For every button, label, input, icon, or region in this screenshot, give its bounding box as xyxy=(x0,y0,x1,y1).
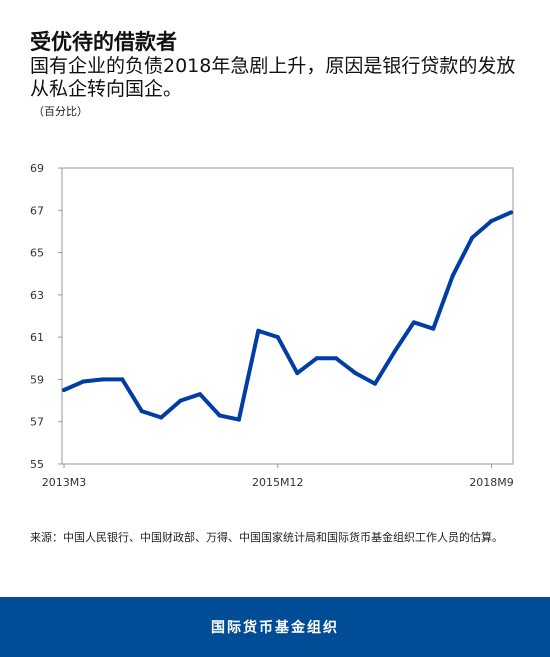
data-point xyxy=(139,409,144,414)
y-tick-label: 69 xyxy=(30,162,44,175)
y-tick-label: 63 xyxy=(30,289,44,302)
data-point xyxy=(411,320,416,325)
y-tick-label: 57 xyxy=(30,416,44,429)
source-note: 来源：中国人民银行、中国财政部、万得、中国国家统计局和国际货币基金组织工作人员的… xyxy=(30,531,503,544)
y-tick-label: 61 xyxy=(30,331,44,344)
data-point xyxy=(509,210,513,215)
data-point xyxy=(198,392,203,397)
y-tick-label: 65 xyxy=(30,247,44,260)
data-point xyxy=(275,335,280,340)
x-tick-label: 2018M9 xyxy=(469,476,513,489)
chart-subtitle: 国有企业的负债2018年急剧上升，原因是银行贷款的发放从私企转向国企。 xyxy=(30,55,516,100)
data-point xyxy=(81,379,86,384)
data-point xyxy=(100,377,105,382)
data-point xyxy=(217,413,222,418)
y-axis-unit-label: （百分比） xyxy=(33,105,88,118)
data-point xyxy=(431,326,436,331)
data-point xyxy=(236,417,241,422)
plot-frame xyxy=(61,167,514,465)
data-point xyxy=(295,371,300,376)
data-point xyxy=(334,356,339,361)
data-point xyxy=(489,218,494,223)
x-tick-label: 2013M3 xyxy=(42,476,86,489)
data-point xyxy=(372,381,377,386)
data-point xyxy=(470,235,475,240)
line-chart: 55 57 59 61 63 65 67 69 2013M3 2015M12 2018M9 xyxy=(30,162,514,489)
data-point xyxy=(178,398,183,403)
y-axis: 55 57 59 61 63 65 67 69 xyxy=(30,162,62,471)
data-point xyxy=(314,356,319,361)
data-point xyxy=(62,388,66,392)
y-tick-label: 55 xyxy=(30,458,44,471)
data-point xyxy=(353,371,358,376)
data-point xyxy=(450,273,455,278)
data-point xyxy=(120,377,125,382)
footer-label: 国际货币基金组织 xyxy=(211,620,339,636)
series-points xyxy=(62,210,513,422)
chart-title: 受优待的借款者 xyxy=(30,30,177,54)
data-point xyxy=(392,349,397,354)
x-axis: 2013M3 2015M12 2018M9 xyxy=(42,464,514,489)
data-point xyxy=(159,415,164,420)
x-tick-label: 2015M12 xyxy=(252,476,303,489)
data-point xyxy=(256,328,261,333)
y-tick-label: 67 xyxy=(30,204,44,217)
footer-banner: 国际货币基金组织 xyxy=(0,597,550,657)
y-tick-label: 59 xyxy=(30,373,44,386)
series-line xyxy=(62,210,513,422)
